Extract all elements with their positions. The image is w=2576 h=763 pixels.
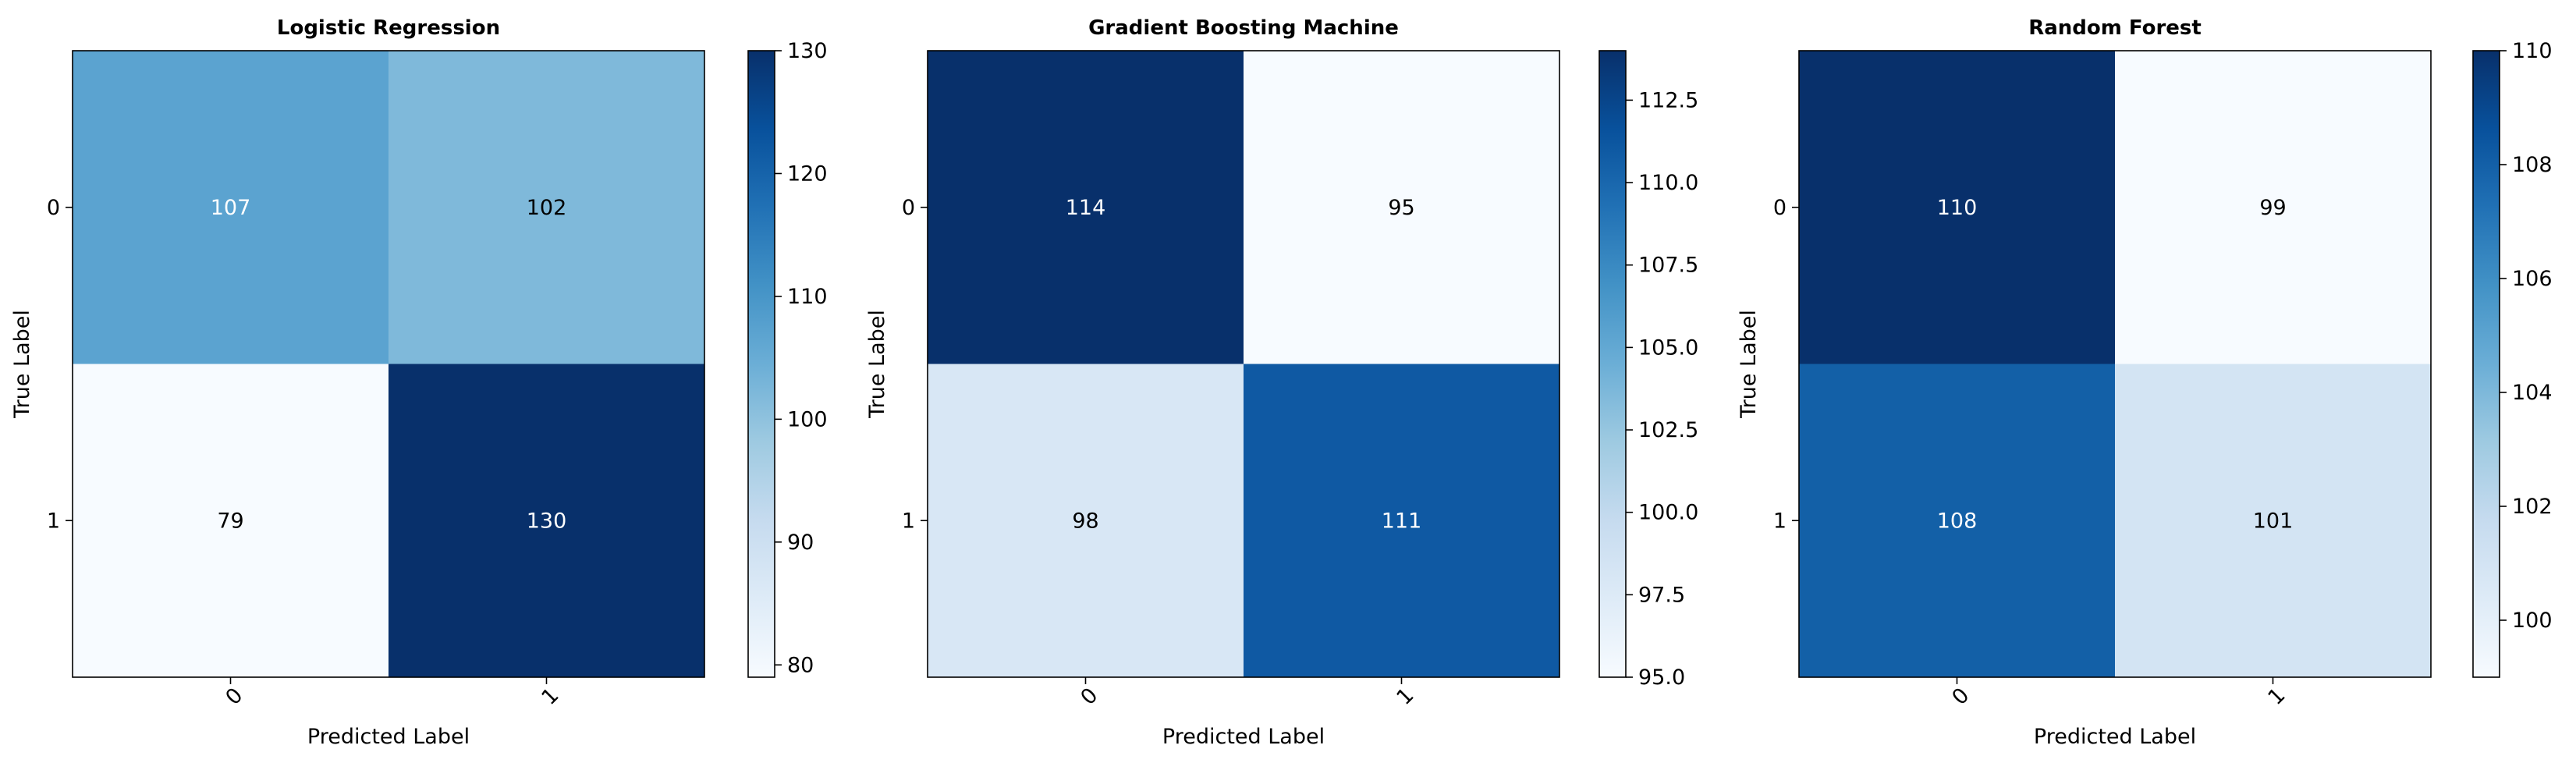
colorbar	[2472, 50, 2500, 678]
axes-frame	[1798, 50, 2432, 678]
chart-title: Gradient Boosting Machine	[1088, 16, 1399, 40]
colorbar-tick-label: 106	[2512, 267, 2553, 291]
y-axis-label: True Label	[1737, 310, 1761, 419]
x-tick-label: 1	[1392, 683, 1418, 710]
colorbar-tick-label: 95.0	[1638, 665, 1685, 690]
y-tick-label: 1	[902, 509, 915, 533]
cell-value-label: 114	[1066, 196, 1106, 220]
y-axis-label: True Label	[865, 310, 889, 419]
colorbar-tick-label: 90	[787, 531, 814, 555]
colorbar-tick-label: 130	[787, 39, 828, 63]
x-tick-label: 1	[2263, 683, 2290, 710]
y-tick-label: 1	[47, 509, 60, 533]
colorbar-tick-label: 102.5	[1638, 418, 1698, 442]
heatmap-cell	[73, 364, 389, 677]
colorbar-tick-label: 100.0	[1638, 501, 1698, 525]
x-axis-label: Predicted Label	[307, 725, 470, 749]
y-axis-label: True Label	[10, 310, 34, 419]
heatmap-cell	[389, 364, 704, 677]
heatmap-cell	[389, 51, 704, 364]
heatmap-cell	[928, 51, 1244, 364]
colorbar-tick-label: 112.5	[1638, 88, 1698, 112]
axes-frame	[927, 50, 1560, 678]
heatmap-cell	[2115, 51, 2431, 364]
heatmap-cell	[1244, 51, 1559, 364]
colorbar-tick-label: 105.0	[1638, 335, 1698, 360]
confusion-matrix-panel: 114 95 98 111 Gradient Boosting Machine 0 1 0 1 P…	[865, 16, 1698, 749]
cell-value-label: 130	[527, 509, 567, 533]
heatmap-cell	[1799, 364, 2115, 677]
colorbar-tick-label: 102	[2512, 495, 2553, 519]
x-tick-label: 0	[1076, 683, 1102, 710]
x-tick-label: 1	[537, 683, 563, 710]
x-tick-label: 0	[221, 683, 247, 710]
confusion-matrix-panel: 107 102 79 130 Logistic Regression 0 1 0 1 Predic…	[10, 16, 828, 749]
colorbar-tick-label: 104	[2512, 381, 2553, 405]
colorbar-tick-label: 107.5	[1638, 254, 1698, 278]
cell-value-label: 95	[1388, 196, 1414, 220]
cell-value-label: 79	[217, 509, 243, 533]
colorbar-tick-label: 120	[787, 161, 828, 186]
cell-value-label: 102	[527, 196, 567, 220]
y-tick-label: 0	[47, 196, 60, 220]
x-axis-label: Predicted Label	[1162, 725, 1325, 749]
heatmap-cell	[2115, 364, 2431, 677]
cell-value-label: 101	[2253, 509, 2294, 533]
y-tick-label: 0	[1773, 196, 1787, 220]
colorbar	[1598, 50, 1627, 678]
heatmap-cell	[928, 364, 1244, 677]
colorbar-tick-label: 110.0	[1638, 171, 1698, 195]
colorbar-tick-label: 108	[2512, 153, 2553, 177]
y-tick-label: 0	[902, 196, 915, 220]
x-axis-label: Predicted Label	[2034, 725, 2196, 749]
colorbar-tick-label: 97.5	[1638, 583, 1685, 607]
cell-value-label: 107	[211, 196, 251, 220]
colorbar-tick-label: 80	[787, 653, 814, 677]
chart-title: Random Forest	[2028, 16, 2202, 40]
heatmap-cell	[73, 51, 389, 364]
colorbar-tick-label: 110	[787, 285, 828, 309]
colorbar-tick-label: 100	[2512, 609, 2553, 633]
colorbar-tick-label: 110	[2512, 39, 2553, 63]
chart-title: Logistic Regression	[277, 16, 500, 40]
heatmap-cell	[1244, 364, 1559, 677]
cell-value-label: 108	[1937, 509, 1978, 533]
colorbar	[747, 50, 775, 678]
y-tick-label: 1	[1773, 509, 1787, 533]
colorbar-tick-label: 100	[787, 407, 828, 431]
cell-value-label: 98	[1072, 509, 1098, 533]
heatmap-cell	[1799, 51, 2115, 364]
cell-value-label: 99	[2259, 196, 2286, 220]
x-tick-label: 0	[1947, 683, 1974, 710]
axes-frame	[72, 50, 705, 678]
cell-value-label: 111	[1382, 509, 1422, 533]
cell-value-label: 110	[1937, 196, 1978, 220]
